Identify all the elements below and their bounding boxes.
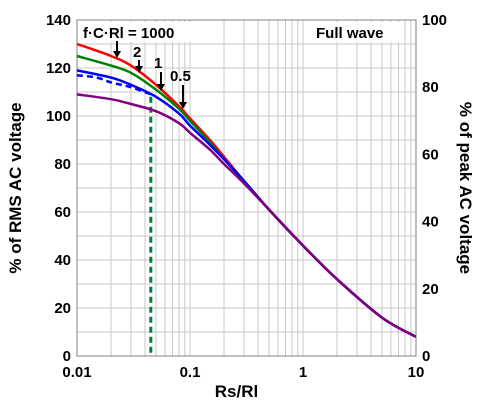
label-1: 1 [154,55,162,72]
y-left-tick-label: 120 [46,60,71,77]
series-line-3 [76,73,152,96]
grid [77,20,416,356]
mode-label-bg [314,22,404,42]
annotations: f·C·Rl = 1000 Full wave 2 1 0.5 [80,22,404,109]
plot-frame [76,19,417,357]
y-left-tick-label: 100 [46,108,71,125]
y-left-tick-label: 20 [54,300,71,317]
arrow-0-5 [179,85,187,109]
x-tick-label: 1 [299,364,307,381]
arrow-1000 [113,41,121,58]
fcrl-label-bg [80,22,194,42]
arrow-2 [135,60,143,73]
x-tick-label: 10 [408,364,425,381]
y-axis-label-right: % of peak AC voltage [456,102,475,274]
y-right-tick-label: 40 [422,214,439,231]
y-left-tick-label: 0 [63,348,71,365]
series-line-2 [76,69,417,338]
y-axis-label-left: % of RMS AC voltage [6,102,25,273]
label-0-5: 0.5 [170,68,191,85]
y-right-tick-label: 80 [422,79,439,96]
label-2: 2 [133,44,141,61]
series-group [76,42,417,338]
fcrl-label: f·C·Rl = 1000 [83,25,174,42]
x-tick-label: 0.01 [62,364,91,381]
y-right-tick-label: 100 [422,12,447,29]
y-left-tick-label: 140 [46,12,71,29]
y-left-tick-label: 80 [54,156,71,173]
mode-label: Full wave [316,25,384,42]
x-axis-label: Rs/Rl [215,382,258,401]
arrow-1 [157,72,165,91]
y-left-tick-label: 60 [54,204,71,221]
y-right-tick-label: 60 [422,146,439,163]
y-right-tick-label: 20 [422,281,439,298]
y-right-tick-label: 0 [422,348,430,365]
y-left-tick-label: 40 [54,252,71,269]
series-line-4 [76,93,417,338]
series-line-0 [76,42,417,338]
x-tick-label: 0.1 [180,364,201,381]
series-line-1 [76,54,417,338]
